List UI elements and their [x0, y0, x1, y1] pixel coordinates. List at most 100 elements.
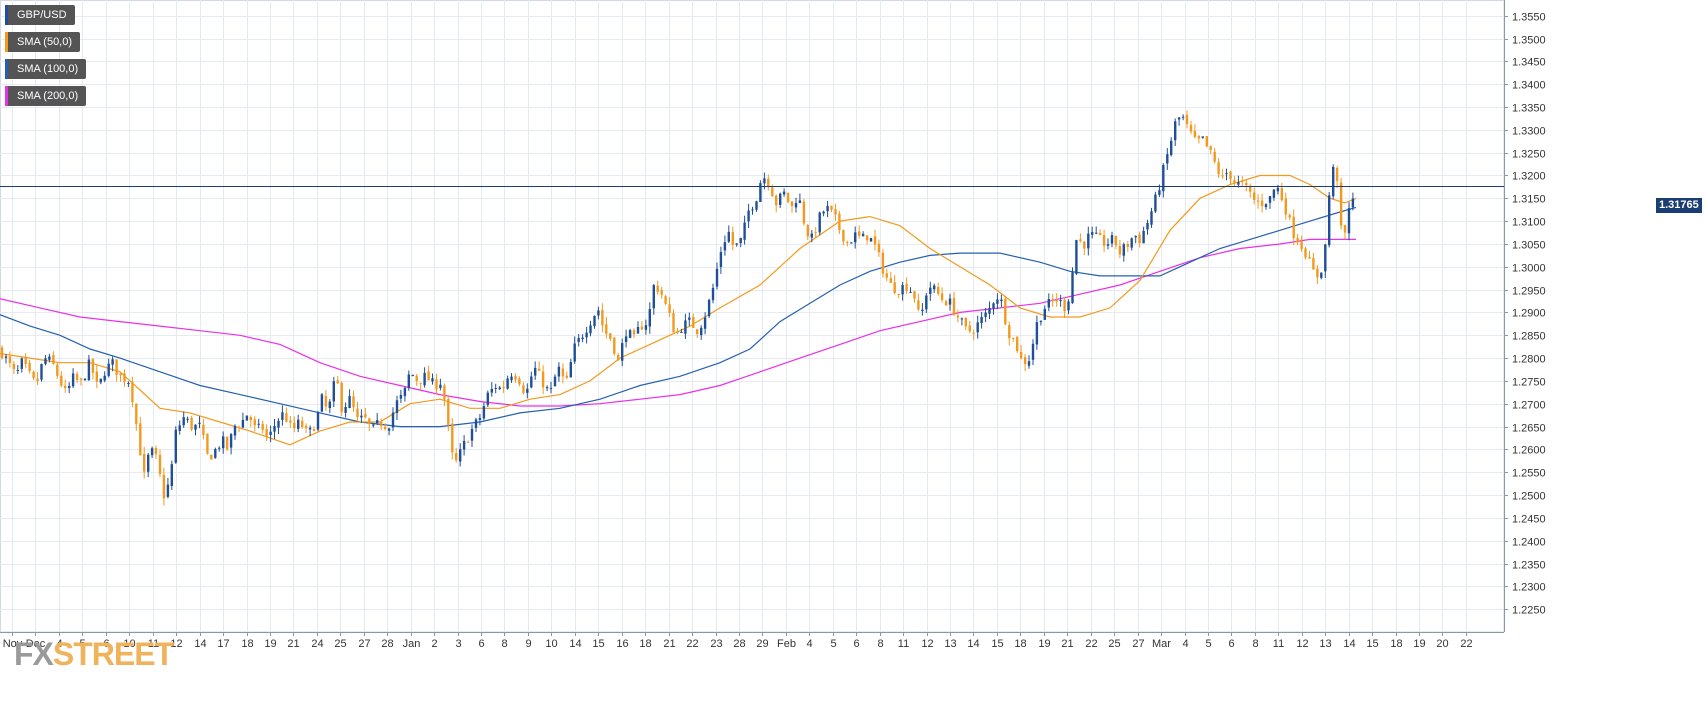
candle-body [1264, 204, 1268, 208]
x-tick-label: Nov [3, 638, 23, 650]
candle-body [320, 394, 324, 412]
candle-body [8, 356, 12, 363]
candle-body [44, 358, 47, 364]
candle-body [372, 424, 375, 426]
candle-body [747, 210, 750, 222]
candle-body [1039, 320, 1043, 323]
candle-body [913, 291, 916, 299]
candle-body [1075, 240, 1078, 274]
candle-body [1320, 272, 1323, 278]
candle-body [960, 318, 964, 320]
candle-body [976, 322, 979, 333]
legend-gbpusd[interactable]: GBP/USD [5, 5, 75, 25]
candle-body [490, 389, 493, 393]
candle-body [1339, 182, 1343, 226]
candle-body [1292, 216, 1295, 238]
candle-body [700, 327, 703, 336]
candle-body [1031, 343, 1035, 360]
candle-body [427, 371, 430, 381]
candle-body [1225, 173, 1228, 175]
x-tick-label: 18 [639, 638, 651, 650]
candle-body [71, 373, 75, 387]
candle-body [569, 362, 572, 378]
candle-body [1328, 195, 1331, 246]
candle-body [210, 455, 213, 460]
candle-body [889, 278, 892, 283]
candle-body [202, 424, 205, 436]
candle-body [565, 375, 568, 378]
x-tick-label: 14 [967, 638, 979, 650]
legend-sma-100[interactable]: SMA (100,0) [5, 59, 87, 79]
fxstreet-logo: FXSTREET [14, 636, 174, 673]
candle-body [506, 378, 509, 389]
candle-body [1095, 232, 1098, 234]
candle-body [1166, 154, 1169, 164]
candle-body [1288, 214, 1291, 218]
candle-body [577, 338, 580, 342]
candle-body [99, 378, 102, 383]
candle-body [782, 191, 786, 195]
candle-body [147, 454, 150, 472]
x-tick-label: 21 [663, 638, 675, 650]
candle-body [28, 362, 31, 372]
candle-body [36, 378, 39, 381]
candle-body [601, 309, 604, 326]
sma-200-path [0, 238, 1356, 407]
x-tick-label: 9 [525, 638, 531, 650]
candle-body [933, 285, 936, 290]
candle-body [968, 325, 971, 332]
candle-body [1316, 268, 1319, 278]
candle-body [593, 315, 596, 327]
candle-body [312, 429, 316, 431]
candle-body [1023, 357, 1027, 364]
candle-body [648, 309, 651, 327]
candle-body [640, 326, 644, 330]
candle-body [435, 379, 438, 390]
candle-body [119, 373, 122, 376]
candle-body [865, 235, 869, 241]
candle-body [1343, 225, 1347, 233]
candle-body [1019, 352, 1023, 359]
candle-body [356, 408, 359, 418]
candle-body [972, 332, 975, 334]
candle-body [731, 232, 734, 245]
candle-body [12, 363, 16, 369]
candle-body [1217, 162, 1220, 175]
candle-body [952, 298, 956, 315]
candle-body [237, 427, 241, 429]
candle-body [771, 187, 774, 197]
candle-body [1284, 198, 1287, 215]
candle-body [652, 285, 655, 309]
candle-body [660, 290, 663, 295]
candle-body [225, 436, 229, 450]
candle-body [1170, 140, 1173, 156]
legend-sma-200[interactable]: SMA (200,0) [5, 86, 87, 106]
candle-body [877, 243, 881, 253]
candle-body [56, 364, 59, 376]
candle-body [218, 447, 221, 449]
candle-body [881, 252, 885, 274]
candle-body [40, 364, 43, 380]
candle-body [668, 304, 671, 313]
y-tick-label: 1.3200 [1512, 171, 1546, 183]
candle-body [549, 387, 553, 389]
candle-body [759, 183, 762, 202]
x-tick-label: 23 [710, 638, 722, 650]
x-tick-label: 8 [877, 638, 883, 650]
candle-body [253, 419, 256, 426]
candle-body [541, 371, 545, 388]
y-tick-label: 1.2500 [1512, 491, 1546, 503]
candle-body [585, 332, 588, 338]
legend-sma-50[interactable]: SMA (50,0) [5, 32, 81, 52]
candle-body [60, 375, 63, 386]
candle-body [1063, 299, 1066, 312]
x-tick-label: 20 [1436, 638, 1448, 650]
candle-body [885, 273, 888, 278]
candle-body [411, 375, 414, 376]
candle-body [308, 427, 312, 430]
candle-body [707, 299, 711, 317]
candle-body [131, 381, 134, 403]
candle-body [368, 418, 371, 425]
logo-fx: FX [14, 636, 54, 672]
